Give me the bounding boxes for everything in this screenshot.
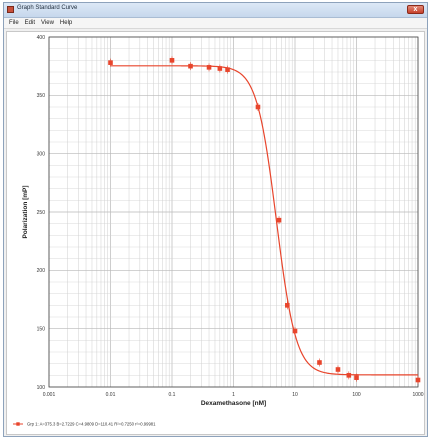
fit-curve bbox=[110, 65, 418, 376]
x-tick-label: 1000 bbox=[412, 392, 423, 398]
x-tick-label: 0.1 bbox=[169, 392, 176, 398]
menu-file[interactable]: File bbox=[9, 20, 19, 26]
y-tick-label: 250 bbox=[37, 210, 46, 216]
chart-panel: 0.001 0.01 0.1 1 10 100 1000 100 150 200 250 300 350… bbox=[6, 31, 425, 435]
close-button[interactable]: x bbox=[407, 5, 424, 14]
y-tick-label: 300 bbox=[37, 151, 46, 157]
data-point bbox=[285, 303, 290, 308]
data-point bbox=[317, 360, 322, 365]
window-title: Graph Standard Curve bbox=[17, 5, 78, 11]
data-point bbox=[346, 373, 352, 378]
data-point bbox=[206, 65, 212, 70]
legend-marker bbox=[16, 422, 20, 426]
plot-frame bbox=[48, 36, 419, 388]
app-window: Graph Standard Curve x File Edit View He… bbox=[3, 2, 428, 437]
data-point bbox=[169, 58, 175, 63]
data-point bbox=[335, 367, 341, 372]
chart: 0.001 0.01 0.1 1 10 100 1000 100 150 200 250 300 350… bbox=[13, 35, 424, 427]
y-tick-label: 350 bbox=[37, 93, 46, 99]
menu-bar: File Edit View Help bbox=[4, 18, 427, 29]
data-point bbox=[415, 377, 421, 383]
y-tick-label: 150 bbox=[37, 326, 46, 332]
legend-label: Grp 1: A=375.3 B=2.7229 C=4.9809 D=110.4… bbox=[27, 422, 156, 427]
x-tick-label: 0.001 bbox=[43, 392, 56, 398]
data-point bbox=[188, 63, 193, 69]
title-bar[interactable]: Graph Standard Curve x bbox=[4, 3, 427, 18]
menu-edit[interactable]: Edit bbox=[24, 20, 36, 26]
data-point bbox=[292, 328, 298, 334]
data-point bbox=[217, 66, 223, 71]
menu-view[interactable]: View bbox=[41, 20, 54, 26]
x-tick-label: 1 bbox=[232, 392, 235, 398]
x-tick-label: 10 bbox=[292, 392, 298, 398]
data-point bbox=[255, 104, 261, 110]
x-axis-label: Dexamethasone [nM] bbox=[201, 400, 266, 407]
data-point bbox=[276, 217, 282, 223]
menu-help[interactable]: Help bbox=[59, 20, 73, 26]
y-tick-label: 200 bbox=[37, 268, 46, 274]
data-point bbox=[225, 67, 230, 72]
y-axis-label: Polarization [mP] bbox=[22, 185, 29, 238]
data-point bbox=[108, 60, 113, 65]
y-tick-label: 400 bbox=[37, 35, 46, 41]
data-point bbox=[354, 375, 359, 380]
x-tick-label: 100 bbox=[352, 392, 361, 398]
x-tick-label: 0.01 bbox=[106, 392, 116, 398]
y-tick-label: 100 bbox=[37, 385, 46, 391]
app-icon bbox=[7, 6, 14, 13]
